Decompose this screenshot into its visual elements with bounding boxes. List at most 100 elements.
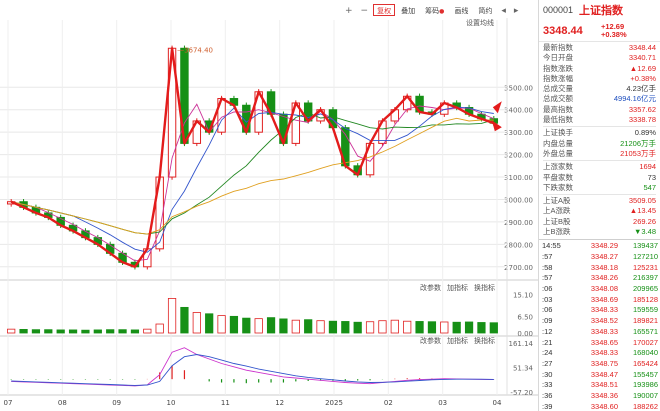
quote-header: 000001 上证指数 bbox=[539, 0, 660, 20]
quote-row-label: 上证换手 bbox=[543, 128, 573, 138]
divider bbox=[543, 194, 656, 196]
change-value: +12.69 bbox=[601, 21, 625, 31]
quote-row-value: 547 bbox=[643, 182, 656, 192]
quote-row: 总成交额 4994.16亿元 bbox=[543, 94, 656, 104]
tick-volume: 190007 bbox=[632, 390, 658, 400]
tick-volume: 185128 bbox=[632, 294, 658, 304]
nav-right-button[interactable]: ▸ bbox=[511, 4, 522, 16]
zoom-in-button[interactable]: + bbox=[342, 4, 356, 16]
tick-time: :36 bbox=[542, 390, 553, 400]
tick-list[interactable]: 14:55 3348.29 139437:57 3348.27 127210:58 334… bbox=[539, 239, 660, 411]
volume-bar bbox=[180, 306, 189, 334]
draw-button[interactable]: 画线 bbox=[450, 4, 472, 16]
tick-row: :36 3348.36 190007 bbox=[542, 391, 658, 402]
quote-row-value: 0.89% bbox=[634, 128, 656, 138]
quote-row-value: 3338.78 bbox=[628, 115, 656, 125]
tick-row: :27 3348.75 165424 bbox=[542, 359, 658, 370]
quote-row-label: 最高指数 bbox=[543, 104, 573, 114]
quote-row-value: ▲12.69 bbox=[629, 63, 656, 73]
quote-row-value: 1694 bbox=[639, 162, 656, 172]
simple-button[interactable]: 简约 bbox=[474, 4, 496, 16]
tick-time: :09 bbox=[542, 316, 553, 326]
volume-control-0[interactable]: 改参数 bbox=[420, 284, 441, 292]
trend-arrow-line bbox=[10, 47, 495, 268]
tick-row: :12 3348.33 165571 bbox=[542, 327, 658, 338]
tick-time: :58 bbox=[542, 262, 553, 272]
volume-bar bbox=[316, 320, 325, 334]
tick-price: 3348.60 bbox=[590, 401, 618, 411]
tick-volume: 139437 bbox=[632, 241, 658, 251]
quote-row-value: ▼3.48 bbox=[633, 227, 656, 237]
macd-control-2[interactable]: 换指标 bbox=[474, 337, 495, 345]
quote-row-label: 总成交量 bbox=[543, 84, 573, 94]
quote-row-label: 最新指数 bbox=[543, 43, 573, 52]
volume-bar bbox=[155, 323, 164, 334]
tick-row: :21 3348.65 170027 bbox=[542, 338, 658, 349]
volume-tick-label: 6.50 bbox=[517, 313, 533, 321]
y-tick-label: 2700.00 bbox=[504, 264, 533, 272]
macd-tick-label: -57.20 bbox=[510, 389, 533, 397]
volume-bar bbox=[56, 329, 65, 334]
x-tick-label: 03 bbox=[438, 399, 447, 407]
quote-row-label: 最低指数 bbox=[543, 115, 573, 125]
tick-row: :09 3348.52 189821 bbox=[542, 316, 658, 327]
volume-bar bbox=[489, 322, 498, 334]
arrow-head-icon bbox=[491, 120, 502, 132]
tick-row: 14:55 3348.29 139437 bbox=[542, 241, 658, 252]
quote-row: 上证A股 3509.05 bbox=[543, 196, 656, 206]
volume-control-1[interactable]: 加指标 bbox=[447, 284, 468, 292]
draw-button-label: 画线 bbox=[454, 7, 469, 15]
macd-indicator-controls[interactable]: 改参数 加指标 换指标 bbox=[420, 336, 501, 346]
quote-row-label: 上证B股 bbox=[543, 216, 571, 226]
nav-left-button-label: ◂ bbox=[501, 6, 506, 16]
tick-volume: 209965 bbox=[632, 284, 658, 294]
current-price: 3348.44 bbox=[543, 24, 583, 37]
volume-control-2[interactable]: 换指标 bbox=[474, 284, 495, 292]
tick-time: :57 bbox=[542, 273, 553, 283]
chips-button-label: 筹码 bbox=[425, 7, 440, 15]
volume-bar bbox=[304, 319, 313, 334]
chips-button[interactable]: 筹码● bbox=[421, 4, 448, 16]
chart-canvas[interactable]: 3500.00 3400.00 3300.00 3200.00 3100.00 3000.… bbox=[0, 0, 538, 411]
volume-bar bbox=[328, 320, 338, 334]
macd-control-0[interactable]: 改参数 bbox=[420, 337, 441, 345]
volume-bar bbox=[81, 329, 90, 334]
y-tick-label: 3400.00 bbox=[504, 107, 533, 115]
quote-row-label: 外盘总量 bbox=[543, 148, 573, 158]
volume-bar bbox=[167, 298, 177, 334]
quote-row-label: 下跌家数 bbox=[543, 182, 573, 192]
quote-row-value: 269.26 bbox=[633, 216, 656, 226]
volume-bar bbox=[378, 320, 387, 334]
volume-bar bbox=[254, 318, 263, 334]
volume-bar bbox=[353, 321, 362, 334]
tick-price: 3348.18 bbox=[590, 262, 618, 272]
volume-bar bbox=[452, 321, 461, 334]
quote-row: 上B涨跌 ▼3.48 bbox=[543, 227, 656, 237]
adjust-button[interactable]: 复权 bbox=[373, 4, 396, 16]
volume-bar bbox=[106, 329, 115, 334]
ma-settings-label[interactable]: 设置均线 bbox=[466, 19, 494, 27]
volume-bar bbox=[93, 329, 102, 334]
quote-row-value: +0.38% bbox=[630, 73, 656, 83]
quote-row: 上A涨跌 ▲13.45 bbox=[543, 206, 656, 216]
volume-bar bbox=[365, 321, 375, 334]
volume-bar bbox=[291, 319, 300, 334]
x-tick-label: 02 bbox=[384, 399, 393, 407]
volume-bar bbox=[205, 313, 214, 334]
tick-price: 3348.51 bbox=[590, 380, 618, 390]
chart-pane[interactable]: 3500.00 3400.00 3300.00 3200.00 3100.00 3000.… bbox=[0, 0, 538, 411]
tick-time: :27 bbox=[542, 358, 553, 368]
quote-row-value: 21206万手 bbox=[620, 138, 656, 148]
macd-control-1[interactable]: 加指标 bbox=[447, 337, 468, 345]
tick-volume: 165424 bbox=[632, 358, 658, 368]
zoom-out-button[interactable]: − bbox=[358, 4, 372, 16]
volume-bar bbox=[31, 329, 41, 334]
quote-fields: 最新指数 3348.44 今日开盘 3340.71 指数涨跌 ▲12.69 指数涨幅 +0.3… bbox=[539, 42, 660, 237]
volume-indicator-controls[interactable]: 改参数 加指标 换指标 bbox=[420, 283, 501, 293]
nav-left-button[interactable]: ◂ bbox=[498, 4, 509, 16]
quote-row-value: 4994.16亿元 bbox=[613, 94, 656, 104]
overlay-button[interactable]: 叠加 bbox=[397, 4, 419, 16]
tick-time: :06 bbox=[542, 284, 553, 294]
tick-volume: 165571 bbox=[632, 326, 658, 336]
zoom-in-button-label: + bbox=[345, 6, 353, 16]
